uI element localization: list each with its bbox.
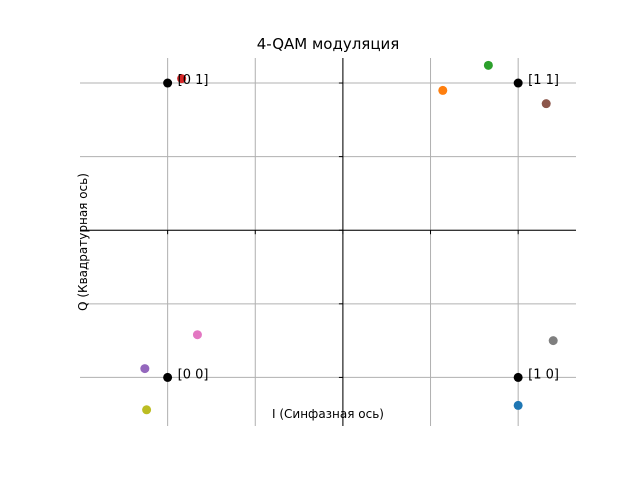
axes xyxy=(80,58,576,426)
received-point xyxy=(192,330,202,340)
point-labels: [0 1] [1 1] [0 0] [1 0] xyxy=(178,73,559,382)
received-point xyxy=(541,99,551,109)
grid xyxy=(80,58,576,426)
ideal-point xyxy=(163,78,173,88)
ideal-point xyxy=(513,78,523,88)
data-points xyxy=(140,60,558,415)
ideal-point-label: [0 0] xyxy=(178,367,209,382)
x-axis-label: I (Синфазная ось) xyxy=(272,407,384,421)
ideal-point-label: [1 1] xyxy=(528,73,559,88)
ideal-point xyxy=(513,372,523,382)
received-point xyxy=(140,364,150,374)
received-point xyxy=(438,85,448,95)
ideal-point xyxy=(163,372,173,382)
received-point xyxy=(513,400,523,410)
received-point xyxy=(142,405,152,415)
y-axis-label: Q (Квадратурная ось) xyxy=(76,173,90,311)
received-point xyxy=(483,60,493,70)
chart-title: 4-QAM модуляция xyxy=(257,35,400,53)
ideal-point-label: [0 1] xyxy=(178,73,209,88)
received-point xyxy=(548,336,558,346)
ideal-point-label: [1 0] xyxy=(528,367,559,382)
received-point xyxy=(177,74,187,84)
